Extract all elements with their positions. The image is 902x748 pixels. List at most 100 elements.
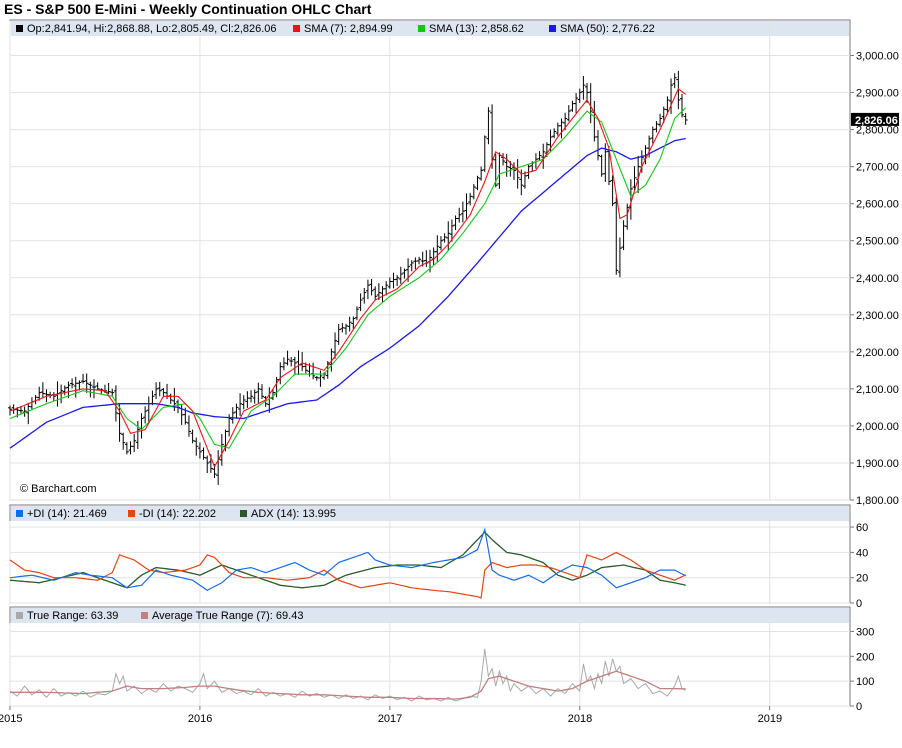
ohlc-bar (632, 166, 637, 190)
ohlc-bar (435, 235, 440, 262)
ohlc-bar (205, 455, 210, 474)
ohlc-bar (420, 251, 425, 267)
x-tick-label: 2015 (0, 713, 22, 725)
ohlc-bar (398, 266, 403, 284)
y-tick-label: 2,800.00 (856, 125, 899, 137)
minusdi-legend: -DI (14): 22.202 (139, 508, 216, 520)
adx-legend-swatch (240, 510, 247, 517)
ohlc-bar (62, 385, 67, 396)
ohlc-bar (22, 406, 27, 417)
atr-legend: Average True Range (7): 69.43 (152, 610, 303, 622)
ohlc-bar (464, 193, 469, 219)
ohlc-bar (672, 73, 677, 89)
ohlc-bar (581, 75, 586, 100)
ohlc-bar (552, 128, 557, 139)
ohlc-bar (230, 407, 235, 424)
ohlc-bar (457, 207, 462, 223)
adx-line (9, 531, 686, 589)
ohlc-bar (347, 316, 352, 332)
y-tick-label: 1,800.00 (856, 495, 899, 507)
ohlc-bar (537, 151, 542, 161)
sma13-legend-swatch (418, 25, 425, 32)
ohlc-bar (365, 279, 370, 300)
y-tick-label: 2,000.00 (856, 421, 899, 433)
tr-legend: True Range: 63.39 (27, 610, 118, 622)
ohlc-bar (289, 357, 294, 367)
x-tick-label: 2019 (758, 713, 782, 725)
ohlc-bar (154, 382, 159, 400)
ohlc-bar (318, 370, 323, 387)
ohlc-bar (92, 379, 96, 399)
y-tick-label: 2,100.00 (856, 384, 899, 396)
ohlc-bar (81, 373, 86, 384)
ohlc-bar (574, 93, 579, 114)
y-tick-label: 200 (856, 651, 874, 663)
ohlc-bar (373, 286, 378, 300)
adx-legend: ADX (14): 13.995 (251, 508, 336, 520)
ohlc-bar (442, 233, 447, 243)
last-price-marker: 2,826.06 (851, 112, 899, 127)
ohlc-bar (471, 184, 476, 200)
plusdi-legend-swatch (16, 510, 23, 517)
ohlc-bar (132, 433, 137, 453)
ohlc-bar (596, 130, 600, 161)
ohlc-bar (110, 388, 115, 396)
dmi-pane (9, 504, 851, 604)
y-tick-label: 20 (856, 573, 868, 585)
y-tick-label: 100 (856, 676, 874, 688)
tr-legend-swatch (16, 612, 23, 619)
ohlc-bar (482, 135, 487, 172)
dmi-y-axis: 0 20 40 60 (850, 522, 868, 610)
ohlc-bar (354, 306, 359, 321)
sma13-legend: SMA (13): 2,858.62 (429, 23, 524, 35)
ohlc-bar (121, 432, 126, 450)
dmi-legend-bar (11, 506, 849, 521)
ohlc-bar (610, 175, 615, 207)
ohlc-bar (417, 256, 422, 265)
ohlc-bar (194, 437, 199, 456)
sma50-legend: SMA (50): 2,776.22 (560, 23, 655, 35)
price-y-axis: 1,800.00 1,900.00 2,000.00 2,100.00 2,200.00… (850, 51, 899, 507)
x-tick-label: 2016 (188, 713, 212, 725)
y-tick-label: 300 (856, 626, 874, 638)
ohlc-bar (285, 350, 290, 366)
x-tick-label: 2018 (568, 713, 592, 725)
ohlc-bar (683, 113, 688, 125)
ohlc-bar (541, 143, 546, 169)
minusdi-legend-swatch (128, 510, 135, 517)
ohlc-bar (219, 433, 224, 466)
ohlc-bar (157, 381, 162, 397)
watermark: © Barchart.com (20, 483, 97, 495)
ohlc-bar (376, 283, 381, 300)
atr-legend-swatch (141, 612, 148, 619)
sma7-line (9, 88, 687, 468)
ohlc-bar (249, 390, 254, 403)
ohlc-bar (402, 268, 407, 279)
ohlc-bar (201, 447, 206, 460)
ohlc-bar (504, 153, 509, 177)
ohlc-bar (669, 78, 674, 114)
ohlc-bar (479, 166, 484, 181)
ohlc-bar (238, 393, 243, 416)
ohlc-bar (665, 96, 670, 115)
ohlc-bar (446, 221, 451, 251)
ohlc-bar (59, 384, 64, 404)
ohlc-bar (95, 382, 100, 391)
ohlc-bar (512, 162, 516, 181)
x-tick-label: 2017 (378, 713, 402, 725)
y-tick-label: 2,600.00 (856, 199, 899, 211)
y-tick-label: 0 (856, 701, 862, 713)
ohlc-bar (501, 153, 506, 166)
ohlc-bar (559, 118, 564, 139)
y-tick-label: 60 (856, 522, 868, 534)
ohlc-bar (197, 442, 202, 459)
y-tick-label: 1,900.00 (856, 458, 899, 470)
ohlc-bar (143, 406, 148, 424)
y-tick-label: 0 (856, 598, 862, 610)
y-tick-label: 2,700.00 (856, 162, 899, 174)
ohlc-bar (603, 143, 608, 182)
ohlc-bar (241, 395, 246, 410)
y-tick-label: 2,400.00 (856, 273, 899, 285)
ohlc-bar (486, 107, 491, 145)
ohlc-bar (77, 380, 82, 391)
